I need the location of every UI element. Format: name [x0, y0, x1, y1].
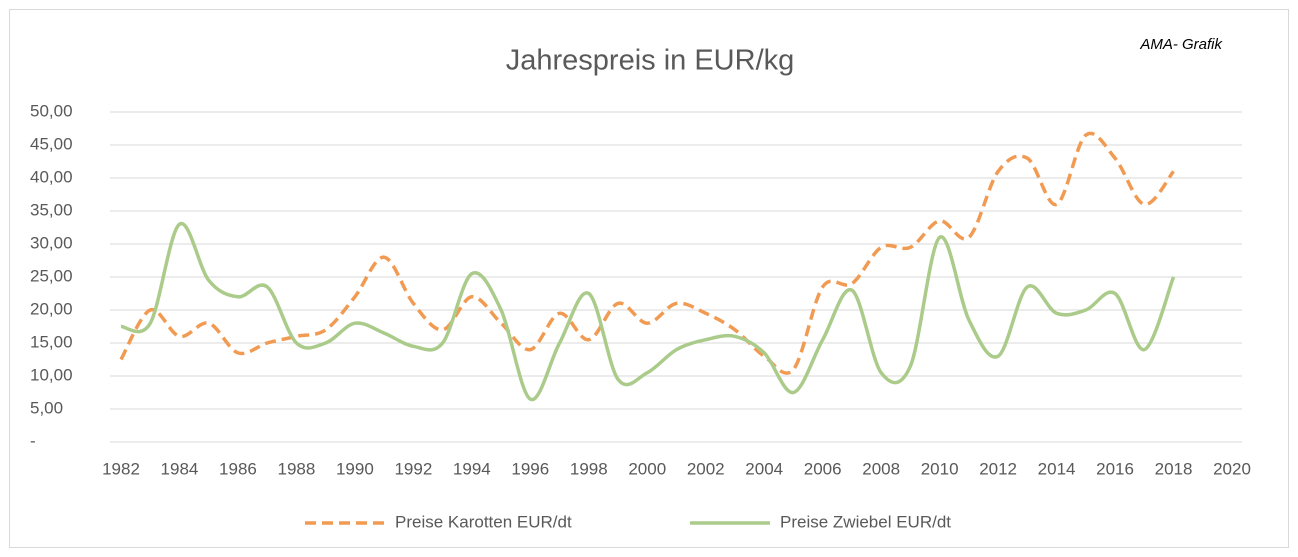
y-tick-label: - [30, 431, 36, 450]
x-tick-label: 1994 [453, 459, 491, 478]
chart-title: Jahrespreis in EUR/kg [506, 45, 795, 77]
x-tick-label: 1982 [102, 459, 140, 478]
x-tick-label: 2010 [921, 459, 959, 478]
y-tick-label: 5,00 [30, 398, 63, 417]
x-tick-label: 2008 [862, 459, 900, 478]
annotation: AMA- Grafik [1139, 36, 1223, 53]
legend-label: Preise Karotten EUR/dt [395, 512, 572, 531]
x-tick-label: 1988 [278, 459, 316, 478]
y-tick-label: 15,00 [30, 332, 73, 351]
x-tick-label: 2018 [1155, 459, 1193, 478]
y-tick-label: 30,00 [30, 233, 73, 252]
x-tick-label: 1998 [570, 459, 608, 478]
y-tick-label: 25,00 [30, 266, 73, 285]
y-tick-label: 35,00 [30, 200, 73, 219]
y-tick-label: 50,00 [30, 101, 73, 120]
y-tick-label: 10,00 [30, 365, 73, 384]
x-tick-label: 2004 [745, 459, 783, 478]
x-tick-label: 1992 [394, 459, 432, 478]
x-tick-label: 2002 [687, 459, 725, 478]
x-tick-label: 1990 [336, 459, 374, 478]
x-tick-label: 1984 [161, 459, 199, 478]
x-tick-label: 2000 [628, 459, 666, 478]
legend-label: Preise Zwiebel EUR/dt [780, 512, 951, 531]
chart-border [9, 9, 1289, 548]
x-tick-label: 2006 [804, 459, 842, 478]
x-tick-label: 1996 [511, 459, 549, 478]
x-tick-label: 2014 [1038, 459, 1076, 478]
x-tick-label: 1986 [219, 459, 257, 478]
y-tick-label: 20,00 [30, 299, 73, 318]
x-tick-label: 2012 [979, 459, 1017, 478]
line-series [119, 131, 1175, 375]
y-tick-label: 45,00 [30, 134, 73, 153]
x-tick-label: 2016 [1096, 459, 1134, 478]
y-tick-label: 40,00 [30, 167, 73, 186]
x-tick-label: 2020 [1213, 459, 1251, 478]
line-series [120, 222, 1176, 401]
